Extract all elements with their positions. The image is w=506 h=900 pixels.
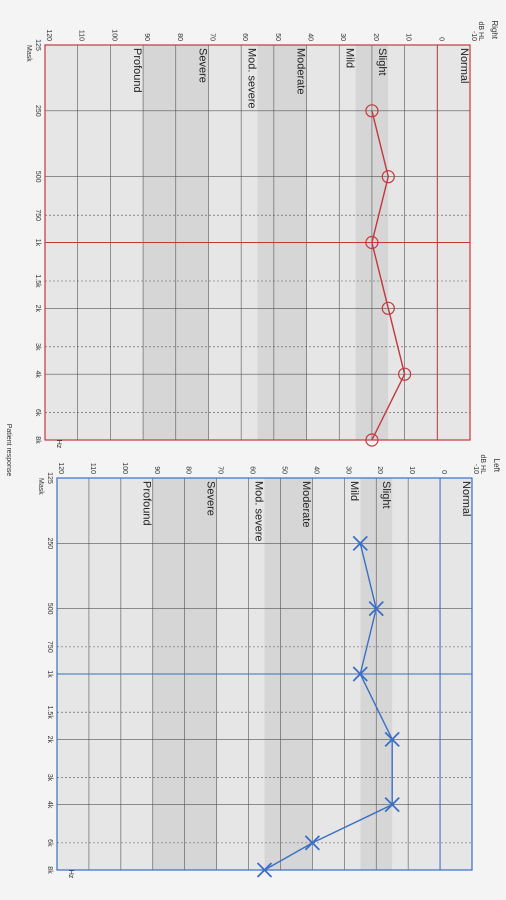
y-tick-label: 110 [89,463,96,474]
x-tick-label: 125 [34,39,41,51]
y-tick-label: 90 [153,466,160,474]
threshold-marker [365,433,379,447]
y-tick-label: 110 [78,30,85,41]
threshold-marker [381,170,395,184]
x-tick-label: 125 [46,472,53,484]
x-tick-label: 3k [34,343,41,351]
threshold-marker [365,104,379,118]
y-tick-label: 100 [110,29,117,41]
threshold-marker [368,601,384,617]
chart-title: Left [492,459,501,473]
level-label: Moderate [294,48,306,94]
threshold-marker [352,666,368,682]
y-axis-label: dB HL [479,455,486,475]
level-label: Mod. severe [245,48,257,109]
x-tick-label: 500 [34,171,41,183]
threshold-line [371,110,406,441]
y-tick-label: 120 [57,462,64,474]
level-label: Mild [343,48,355,68]
y-tick-label: 120 [45,29,52,41]
y-tick-label: 60 [249,466,256,474]
threshold-marker [256,862,273,878]
y-tick-label: 80 [185,466,192,474]
y-tick-label: -10 [470,31,477,41]
x-tick-label: 2k [34,305,41,313]
y-tick-label: 50 [274,33,281,41]
x-tick-label: 250 [34,105,41,117]
y-tick-label: 20 [376,466,383,474]
y-tick-label: 10 [405,33,412,41]
y-tick-label: 70 [208,33,215,41]
x-tick-label: 6k [34,409,41,417]
level-label: Normal [460,481,472,516]
level-label: Mild [348,481,360,501]
x-tick-label: 4k [46,801,53,809]
y-axis-label: dB HL [477,22,484,42]
level-label: Mod. severe [252,481,264,542]
level-label: Severe [204,481,216,516]
x-tick-label: 4k [34,370,41,378]
level-label: Normal [458,48,470,83]
threshold-marker [365,235,379,250]
level-label: Slight [380,481,392,509]
y-tick-label: 30 [339,33,346,41]
x-tick-label: 8k [46,866,53,874]
y-tick-label: 40 [307,33,314,41]
mask-label: Mask [25,45,32,62]
footer: Patient response [5,424,12,477]
y-tick-label: -10 [472,464,479,474]
y-tick-label: 30 [344,466,351,474]
y-tick-label: 50 [280,466,287,474]
chart-title: Right [490,20,499,39]
x-axis-label: Hz [67,870,74,879]
y-tick-label: 80 [176,33,183,41]
y-tick-label: 0 [437,37,444,41]
y-tick-label: 100 [121,462,128,474]
threshold-marker [381,301,395,315]
x-tick-label: 750 [34,209,41,221]
x-tick-label: 1.5k [46,706,53,720]
threshold-marker [304,835,321,851]
x-tick-label: 1k [46,670,53,678]
threshold-marker [398,367,412,381]
x-axis-label: Hz [55,440,62,449]
level-label: Moderate [300,481,312,527]
x-tick-label: 3k [46,774,53,782]
threshold-marker [384,797,400,813]
threshold-marker [384,731,400,747]
y-tick-label: 90 [143,33,150,41]
level-label: Severe [196,48,208,83]
y-tick-label: 40 [312,466,319,474]
y-tick-label: 0 [440,470,447,474]
x-tick-label: 8k [34,436,41,444]
y-tick-label: 20 [372,33,379,41]
x-tick-label: 500 [46,603,53,615]
y-tick-label: 70 [217,466,224,474]
mask-label: Mask [37,478,44,495]
x-tick-label: 750 [46,641,53,653]
x-tick-label: 1.5k [34,274,41,288]
x-tick-label: 1k [34,239,41,247]
level-label: Profound [141,481,153,526]
level-label: Profound [131,48,143,93]
level-label: Slight [376,48,388,76]
x-tick-label: 2k [46,736,53,744]
y-tick-label: 60 [241,33,248,41]
threshold-marker [352,535,368,551]
x-tick-label: 6k [46,839,53,847]
x-tick-label: 250 [46,537,53,549]
y-tick-label: 10 [408,466,415,474]
